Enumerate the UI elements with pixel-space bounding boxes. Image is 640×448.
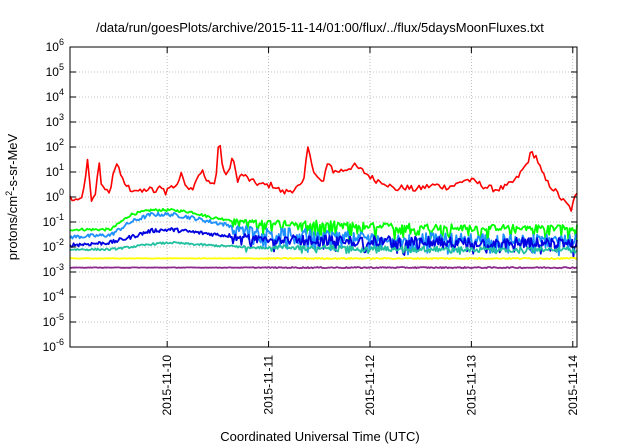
y-tick-label: 10-6 xyxy=(43,337,64,354)
y-tick-label: 10-5 xyxy=(43,312,64,329)
y-tick-label: 106 xyxy=(46,37,64,54)
y-tick-label: 102 xyxy=(46,137,64,154)
x-tick-label: 2015-11-13 xyxy=(464,355,478,416)
ticks: 10-6 10-5 10-4 10-3 10-2 10-1 100 101 102 103 104 1… xyxy=(43,37,580,416)
series-line xyxy=(69,207,578,245)
x-tick-label: 2015-11-14 xyxy=(566,355,580,416)
y-axis-label-main: protons/cm xyxy=(5,196,20,260)
x-tick-label: 2015-11-11 xyxy=(262,355,276,415)
y-tick-label: 10-1 xyxy=(43,212,64,229)
x-axis-label: Coordinated Universal Time (UTC) xyxy=(220,429,420,444)
y-tick-label: 10-2 xyxy=(43,237,64,254)
series-line xyxy=(69,240,578,255)
chart-title: /data/run/goesPlots/archive/2015-11-14/0… xyxy=(96,20,544,35)
y-tick-label: 10-3 xyxy=(43,262,64,279)
series-line xyxy=(69,144,578,212)
y-tick-label: 103 xyxy=(46,112,64,129)
plot-frame xyxy=(69,46,578,348)
y-tick-label: 105 xyxy=(46,62,64,79)
y-tick-label: 104 xyxy=(46,87,64,104)
x-tick-label: 2015-11-12 xyxy=(363,355,377,416)
y-tick-label: 100 xyxy=(46,187,64,204)
y-tick-label: 10-4 xyxy=(43,287,64,304)
series-line xyxy=(69,211,578,257)
grid xyxy=(70,47,577,347)
x-tick-label: 2015-11-10 xyxy=(160,355,174,416)
series-line xyxy=(69,256,578,260)
y-axis-label: protons/cm2-s-sr-MeV xyxy=(4,133,20,260)
series-line xyxy=(69,227,578,258)
y-tick-label: 101 xyxy=(46,162,64,179)
series-layer xyxy=(69,144,578,270)
y-axis-label-rest: -s-sr-MeV xyxy=(5,133,20,190)
series-line xyxy=(69,266,578,270)
y-axis-label-sup: 2 xyxy=(4,191,14,196)
